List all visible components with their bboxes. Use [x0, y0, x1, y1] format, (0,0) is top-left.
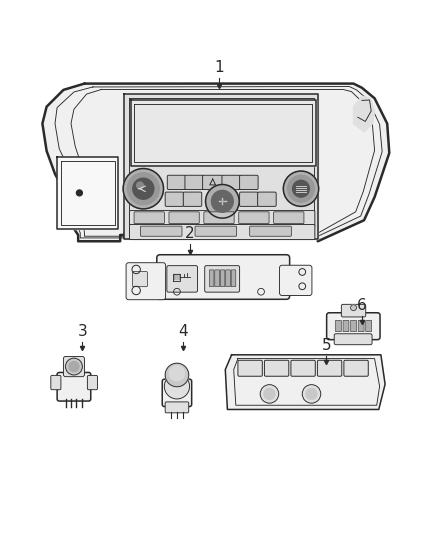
FancyBboxPatch shape [64, 357, 85, 377]
FancyBboxPatch shape [265, 360, 289, 376]
Circle shape [164, 374, 190, 399]
FancyBboxPatch shape [358, 320, 364, 332]
FancyBboxPatch shape [279, 265, 312, 295]
FancyBboxPatch shape [183, 192, 202, 206]
Circle shape [212, 190, 233, 212]
Polygon shape [57, 157, 118, 229]
FancyBboxPatch shape [88, 375, 98, 390]
FancyBboxPatch shape [239, 212, 269, 224]
Circle shape [66, 358, 82, 375]
FancyBboxPatch shape [162, 379, 192, 407]
Text: 5: 5 [321, 338, 331, 353]
Text: 3: 3 [78, 324, 87, 339]
FancyBboxPatch shape [57, 373, 91, 401]
FancyBboxPatch shape [318, 360, 342, 376]
FancyBboxPatch shape [126, 263, 166, 300]
Text: 4: 4 [178, 324, 188, 339]
FancyBboxPatch shape [226, 270, 230, 287]
FancyBboxPatch shape [343, 320, 349, 332]
FancyBboxPatch shape [167, 265, 198, 292]
FancyBboxPatch shape [165, 192, 184, 206]
Circle shape [350, 305, 357, 311]
FancyBboxPatch shape [130, 211, 315, 227]
FancyBboxPatch shape [195, 226, 237, 236]
FancyBboxPatch shape [132, 271, 148, 287]
FancyBboxPatch shape [291, 360, 315, 376]
Circle shape [205, 184, 239, 218]
FancyBboxPatch shape [204, 212, 234, 224]
Polygon shape [42, 84, 389, 241]
FancyBboxPatch shape [157, 255, 290, 300]
Text: 6: 6 [357, 298, 367, 313]
FancyBboxPatch shape [169, 212, 199, 224]
FancyBboxPatch shape [334, 334, 372, 345]
Circle shape [137, 182, 143, 189]
FancyBboxPatch shape [238, 360, 262, 376]
FancyBboxPatch shape [344, 360, 368, 376]
Text: 2: 2 [185, 227, 194, 241]
Circle shape [127, 173, 159, 205]
Circle shape [260, 385, 279, 403]
FancyBboxPatch shape [240, 192, 258, 206]
Circle shape [264, 389, 275, 399]
FancyBboxPatch shape [140, 226, 182, 236]
FancyBboxPatch shape [222, 175, 240, 190]
Circle shape [283, 171, 319, 206]
Polygon shape [124, 94, 318, 239]
FancyBboxPatch shape [130, 224, 315, 240]
Circle shape [133, 178, 154, 199]
Circle shape [77, 190, 82, 196]
FancyBboxPatch shape [165, 402, 189, 413]
Circle shape [170, 366, 184, 381]
FancyBboxPatch shape [350, 320, 357, 332]
FancyBboxPatch shape [327, 313, 380, 340]
FancyBboxPatch shape [51, 375, 61, 390]
FancyBboxPatch shape [366, 320, 371, 332]
Circle shape [69, 361, 79, 372]
FancyBboxPatch shape [258, 192, 276, 206]
Circle shape [306, 389, 317, 399]
FancyBboxPatch shape [336, 320, 341, 332]
Polygon shape [131, 100, 316, 166]
Circle shape [302, 385, 321, 403]
Circle shape [287, 175, 314, 202]
FancyBboxPatch shape [341, 304, 366, 317]
FancyBboxPatch shape [167, 175, 186, 190]
FancyBboxPatch shape [240, 175, 258, 190]
Polygon shape [225, 355, 385, 409]
FancyBboxPatch shape [185, 175, 203, 190]
FancyBboxPatch shape [231, 270, 236, 287]
Circle shape [123, 168, 163, 209]
Polygon shape [353, 96, 374, 132]
FancyBboxPatch shape [274, 212, 304, 224]
FancyBboxPatch shape [250, 226, 291, 236]
FancyBboxPatch shape [220, 270, 225, 287]
Circle shape [165, 363, 189, 387]
Text: 1: 1 [214, 60, 224, 75]
Circle shape [293, 180, 309, 197]
FancyBboxPatch shape [205, 265, 240, 292]
FancyBboxPatch shape [134, 212, 164, 224]
FancyBboxPatch shape [215, 270, 219, 287]
FancyBboxPatch shape [203, 175, 223, 190]
FancyBboxPatch shape [209, 270, 214, 287]
